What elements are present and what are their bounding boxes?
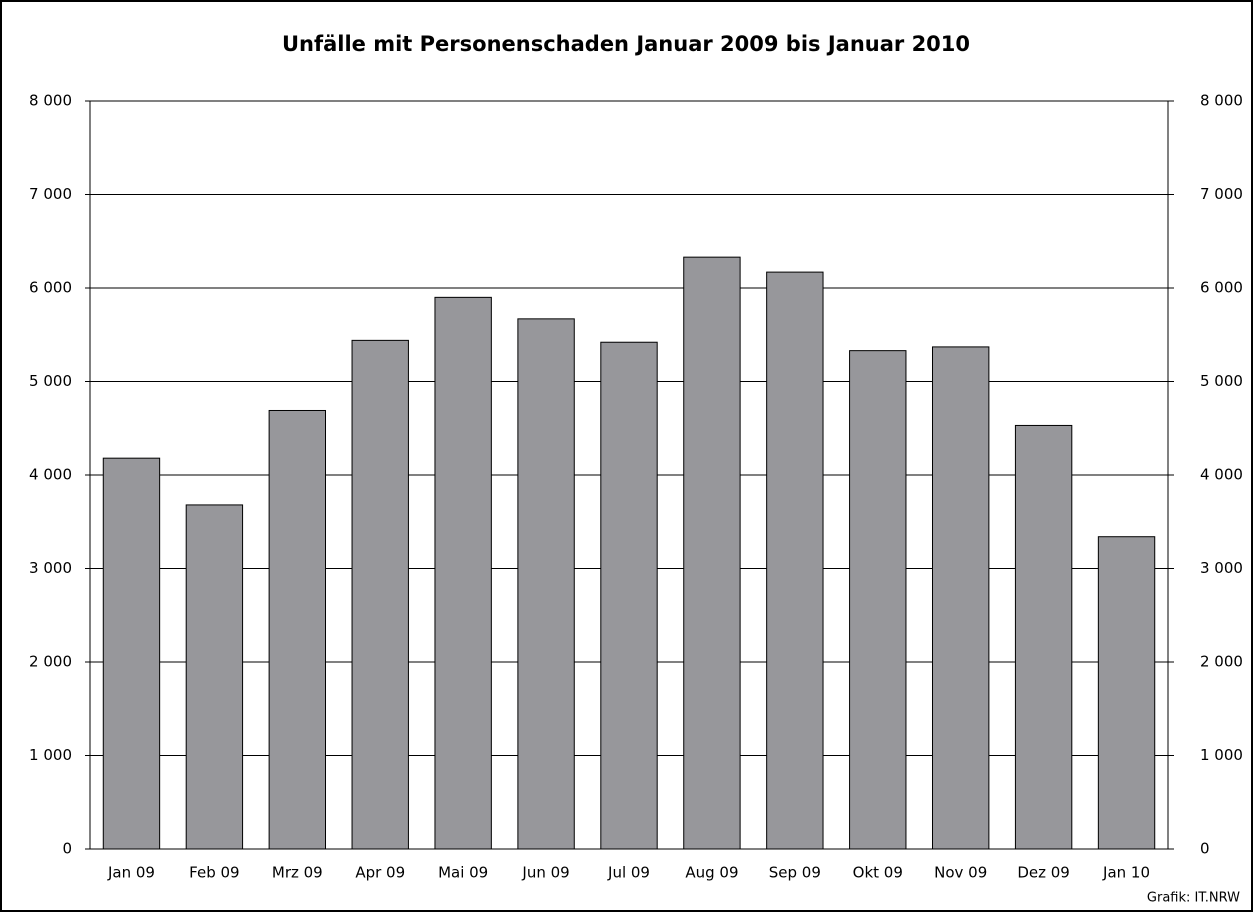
bar <box>1097 536 1156 850</box>
x-tick-label: Mrz 09 <box>272 864 323 882</box>
y-tick-label: 0 <box>62 840 72 858</box>
x-tick-label: Jul 09 <box>607 864 650 882</box>
bar <box>766 271 824 850</box>
x-tick-label: Nov 09 <box>934 864 987 882</box>
bar <box>600 341 658 850</box>
x-tick-label: Sep 09 <box>769 864 821 882</box>
x-tick-label: Jan 09 <box>107 864 155 882</box>
source: Grafik: IT.NRW <box>1147 891 1240 906</box>
bar <box>1014 424 1073 850</box>
y2-tick-label: 7 000 <box>1200 185 1243 203</box>
y-tick-label: 8 000 <box>29 92 72 110</box>
x-tick-label: Jun 09 <box>521 864 569 882</box>
y2-tick-label: 8 000 <box>1200 92 1243 110</box>
bar <box>849 350 907 850</box>
x-tick-label: Okt 09 <box>853 864 903 882</box>
bar <box>931 346 990 850</box>
bar <box>351 339 409 850</box>
y2-tick-label: 6 000 <box>1200 279 1243 297</box>
bar <box>185 504 244 850</box>
y2-tick-label: 1 000 <box>1200 746 1243 764</box>
y-tick-label: 6 000 <box>29 279 72 297</box>
bar <box>683 256 741 850</box>
y2-tick-label: 2 000 <box>1200 653 1243 671</box>
y2-tick-label: 5 000 <box>1200 372 1243 390</box>
y-tick-label: 1 000 <box>29 746 72 764</box>
y-tick-label: 7 000 <box>29 185 72 203</box>
x-tick-label: Apr 09 <box>355 864 405 882</box>
y2-tick-label: 3 000 <box>1200 559 1243 577</box>
bar <box>102 457 161 850</box>
y-tick-label: 5 000 <box>29 372 72 390</box>
x-tick-label: Aug 09 <box>685 864 738 882</box>
x-tick-label: Jan 10 <box>1102 864 1150 882</box>
y2-tick-label: 0 <box>1200 840 1210 858</box>
y-tick-label: 3 000 <box>29 559 72 577</box>
y-tick-label: 2 000 <box>29 653 72 671</box>
y2-tick-label: 4 000 <box>1200 466 1243 484</box>
x-tick-label: Dez 09 <box>1017 864 1070 882</box>
bar <box>268 409 327 850</box>
bar <box>517 318 575 850</box>
chart-title: Unfälle mit Personenschaden Januar 2009 … <box>282 32 970 56</box>
x-tick-label: Feb 09 <box>189 864 239 882</box>
y-tick-label: 4 000 <box>29 466 72 484</box>
x-tick-label: Mai 09 <box>438 864 488 882</box>
bar <box>434 296 492 850</box>
